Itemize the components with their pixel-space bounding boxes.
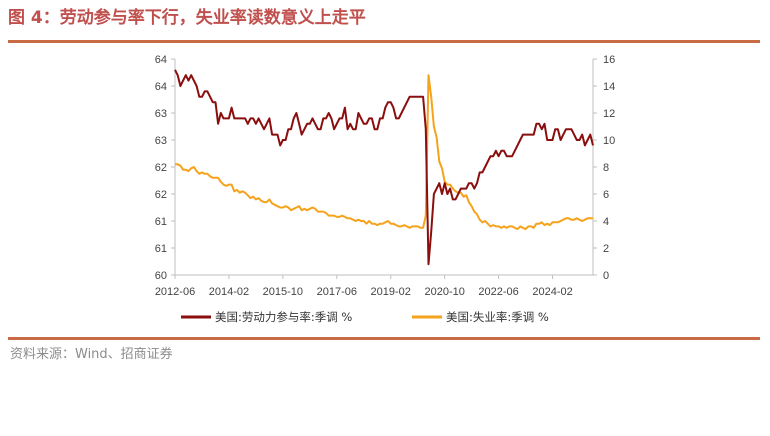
- legend-label-unemp: 美国:失业率:季调 %: [446, 310, 549, 324]
- left-tick-label: 61: [155, 243, 167, 255]
- x-tick-label: 2012-06: [155, 286, 195, 298]
- right-axis-tick-labels: 0 2 4 6 8 10 12 14 16: [593, 54, 615, 282]
- series-line-unemp: [175, 74, 593, 231]
- x-tick-label: 2020-10: [424, 286, 464, 298]
- left-tick-label: 62: [155, 189, 167, 201]
- legend-label-lfpr: 美国:劳动力参与率:季调 %: [215, 310, 352, 324]
- right-tick-label: 8: [603, 162, 609, 174]
- series-line-lfpr: [174, 69, 594, 266]
- chart-legend: 美国:劳动力参与率:季调 % 美国:失业率:季调 %: [181, 310, 549, 324]
- x-tick-label: 2022-06: [478, 286, 518, 298]
- right-tick-label: 6: [603, 189, 609, 201]
- left-tick-label: 63: [155, 108, 167, 120]
- chart-axes: [174, 59, 594, 276]
- x-tick-label: 2014-02: [209, 286, 249, 298]
- right-tick-label: 0: [603, 270, 609, 282]
- left-tick-label: 64: [155, 54, 167, 66]
- left-axis-tick-labels: 60 61 61 62 62 63 63 64 64: [155, 54, 175, 282]
- bottom-rule: [8, 337, 760, 340]
- x-tick-label: 2024-02: [532, 286, 572, 298]
- left-tick-label: 64: [155, 81, 167, 93]
- source-note: 资料来源：Wind、招商证券: [10, 347, 173, 362]
- x-tick-label: 2017-06: [317, 286, 357, 298]
- right-tick-label: 12: [603, 108, 615, 120]
- x-tick-label: 2015-10: [263, 286, 303, 298]
- right-tick-label: 2: [603, 243, 609, 255]
- right-tick-label: 14: [603, 81, 615, 93]
- right-tick-label: 10: [603, 135, 615, 147]
- x-tick-label: 2019-02: [371, 286, 411, 298]
- left-tick-label: 62: [155, 162, 167, 174]
- figure-title: 图 4：劳动参与率下行，失业率读数意义上走平: [8, 8, 366, 28]
- series-layer: [174, 69, 594, 266]
- right-tick-label: 16: [603, 54, 615, 66]
- x-axis-tick-labels: 2012-06 2014-02 2015-10 2017-06 2019-02 2020-…: [155, 275, 573, 298]
- top-rule: [8, 40, 760, 43]
- left-tick-label: 61: [155, 216, 167, 228]
- left-tick-label: 60: [155, 270, 167, 282]
- right-tick-label: 4: [603, 216, 609, 228]
- left-tick-label: 63: [155, 135, 167, 147]
